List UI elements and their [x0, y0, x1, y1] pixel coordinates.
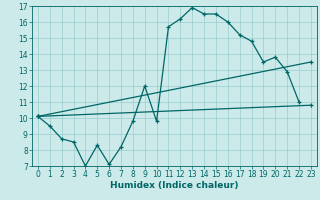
X-axis label: Humidex (Indice chaleur): Humidex (Indice chaleur) [110, 181, 239, 190]
